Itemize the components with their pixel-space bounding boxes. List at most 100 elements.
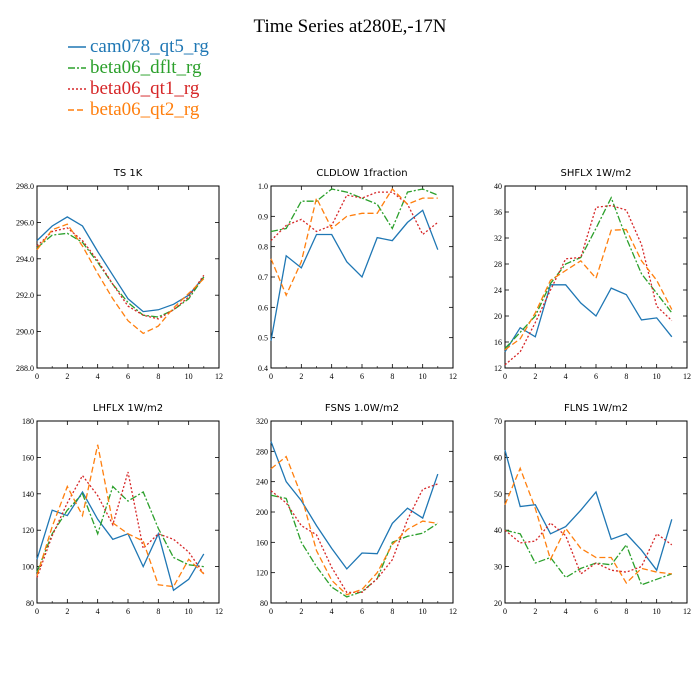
x-tick-label: 2 — [299, 607, 303, 616]
y-tick-label: 1.0 — [258, 182, 268, 191]
y-tick-label: 0.5 — [258, 334, 268, 343]
panel-title: CLDLOW 1fraction — [316, 168, 407, 179]
x-tick-label: 0 — [503, 372, 507, 381]
plot-frame — [36, 420, 220, 604]
panel-title: LHFLX 1W/m2 — [93, 403, 163, 414]
x-tick-label: 10 — [653, 372, 661, 381]
y-tick-label: 120 — [256, 569, 268, 578]
legend-entry: beta06_qt2_rg — [68, 99, 200, 120]
y-tick-label: 20 — [494, 599, 502, 608]
y-tick-label: 36 — [494, 208, 502, 217]
plot-frame — [504, 420, 688, 604]
x-tick-label: 0 — [503, 607, 507, 616]
legend-label: cam078_qt5_rg — [90, 36, 209, 57]
x-tick-label: 12 — [215, 607, 223, 616]
series-line-beta06_dflt_rg — [504, 529, 673, 586]
x-tick-label: 2 — [65, 372, 69, 381]
x-tick-label: 8 — [390, 372, 394, 381]
series-line-beta06_qt2_rg — [504, 228, 673, 351]
plot-frame — [270, 420, 454, 604]
x-tick-label: 10 — [653, 607, 661, 616]
series-line-beta06_qt2_rg — [270, 455, 438, 596]
panel-title: SHFLX 1W/m2 — [561, 168, 632, 179]
y-tick-label: 40 — [494, 182, 502, 191]
x-tick-label: 0 — [269, 607, 273, 616]
x-tick-label: 4 — [564, 607, 568, 616]
y-tick-label: 12 — [494, 364, 502, 373]
series-line-cam078_qt5_rg — [36, 216, 205, 313]
y-tick-label: 200 — [256, 508, 268, 517]
series-line-beta06_qt1_rg — [270, 191, 439, 242]
y-tick-label: 60 — [494, 453, 502, 462]
series-line-beta06_qt1_rg — [36, 471, 205, 578]
x-tick-label: 2 — [299, 372, 303, 381]
panel-title: FSNS 1.0W/m2 — [325, 403, 399, 414]
y-tick-label: 32 — [494, 234, 502, 243]
x-tick-label: 12 — [449, 607, 457, 616]
y-tick-label: 80 — [260, 599, 268, 608]
plot-frame — [36, 185, 220, 369]
y-tick-label: 50 — [494, 490, 502, 499]
x-tick-label: 2 — [533, 607, 537, 616]
x-tick-label: 10 — [419, 372, 427, 381]
y-tick-label: 80 — [26, 599, 34, 608]
y-tick-label: 298.0 — [16, 182, 34, 191]
series-line-beta06_qt1_rg — [504, 521, 673, 575]
y-tick-label: 70 — [494, 417, 502, 426]
x-tick-label: 6 — [594, 607, 598, 616]
y-tick-label: 290.0 — [16, 328, 34, 337]
series-line-beta06_dflt_rg — [36, 232, 205, 318]
y-tick-label: 0.8 — [258, 243, 268, 252]
series-line-beta06_qt2_rg — [36, 444, 205, 588]
figure-title: Time Series at280E,-17N — [254, 16, 447, 37]
legend-entry: beta06_qt1_rg — [68, 78, 200, 99]
series-line-beta06_qt2_rg — [504, 466, 672, 585]
y-tick-label: 0.9 — [258, 212, 268, 221]
y-tick-label: 16 — [494, 338, 502, 347]
y-tick-label: 0.7 — [258, 273, 268, 282]
x-tick-label: 4 — [96, 607, 100, 616]
x-tick-label: 6 — [360, 372, 364, 381]
x-tick-label: 6 — [126, 607, 130, 616]
y-tick-label: 288.0 — [16, 364, 34, 373]
x-tick-label: 6 — [126, 372, 130, 381]
panel-1: TS 1K 0 2 4 6 8 10 12 288.0 290.0 292.0 294.0 296.0 2… — [16, 168, 223, 381]
x-tick-label: 8 — [156, 607, 160, 616]
y-tick-label: 320 — [256, 417, 268, 426]
y-tick-label: 160 — [256, 538, 268, 547]
series-line-beta06_qt1_rg — [270, 483, 439, 594]
y-tick-label: 28 — [494, 260, 502, 269]
y-tick-label: 30 — [494, 563, 502, 572]
x-tick-label: 6 — [594, 372, 598, 381]
panels: TS 1K0 2 4 6 8 10 12288.0290.0292.0294.0296.02… — [16, 168, 691, 616]
x-tick-label: 8 — [156, 372, 160, 381]
y-tick-label: 40 — [494, 526, 502, 535]
x-tick-label: 10 — [185, 607, 193, 616]
y-tick-label: 140 — [22, 490, 34, 499]
y-tick-label: 296.0 — [16, 218, 34, 227]
y-tick-label: 120 — [22, 526, 34, 535]
series-line-beta06_qt1_rg — [504, 204, 673, 366]
x-tick-label: 4 — [96, 372, 100, 381]
panel-2: CLDLOW 1fraction 0 2 4 6 8 10 12 0.4 0.5 0.6 0.7 0.8… — [258, 168, 457, 381]
series-line-beta06_dflt_rg — [270, 188, 439, 233]
panel-title: FLNS 1W/m2 — [564, 403, 628, 414]
x-tick-label: 0 — [35, 372, 39, 381]
y-tick-label: 180 — [22, 417, 34, 426]
legend-label: beta06_qt1_rg — [90, 78, 200, 99]
series-line-cam078_qt5_rg — [36, 490, 205, 592]
x-tick-label: 8 — [624, 372, 628, 381]
x-tick-label: 4 — [564, 372, 568, 381]
x-tick-label: 6 — [360, 607, 364, 616]
y-tick-label: 280 — [256, 447, 268, 456]
y-tick-label: 24 — [494, 286, 502, 295]
x-tick-label: 2 — [533, 372, 537, 381]
y-tick-label: 240 — [256, 478, 268, 487]
x-tick-label: 4 — [330, 372, 334, 381]
x-tick-label: 12 — [683, 372, 691, 381]
x-tick-label: 0 — [269, 372, 273, 381]
panel-title: TS 1K — [113, 168, 143, 179]
panel-4: LHFLX 1W/m2 0 2 4 6 8 10 12 80 100 120 140 160 180 — [22, 403, 223, 616]
